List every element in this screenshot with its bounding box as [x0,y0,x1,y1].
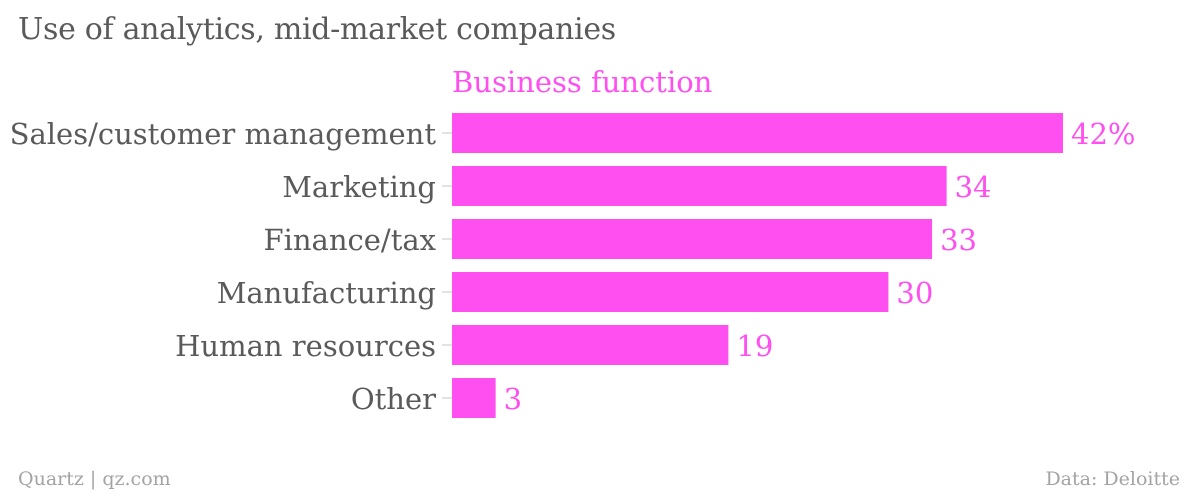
category-label: Marketing [282,170,436,204]
value-label: 3 [504,382,522,416]
category-label: Human resources [175,329,436,363]
data-source: Data: Deloitte [1045,468,1180,490]
category-label: Finance/tax [263,223,436,257]
bar [452,378,496,418]
bar [452,272,889,312]
category-label: Other [351,382,436,416]
chart-title: Use of analytics, mid-market companies [18,12,616,47]
value-label: 19 [736,329,773,363]
value-label: 30 [896,276,933,310]
bar [452,166,947,206]
bars-group: Sales/customer management 42% Marketing 34 F… [10,113,1135,418]
source-credit: Quartz | qz.com [18,468,171,490]
value-label: 34 [955,170,992,204]
category-label: Sales/customer management [10,117,437,151]
bar [452,219,933,259]
category-label: Manufacturing [217,276,436,310]
bar [452,325,729,365]
series-title: Business function [452,65,712,99]
value-label: 33 [940,223,977,257]
value-label: 42% [1071,117,1135,151]
bar [452,113,1063,153]
